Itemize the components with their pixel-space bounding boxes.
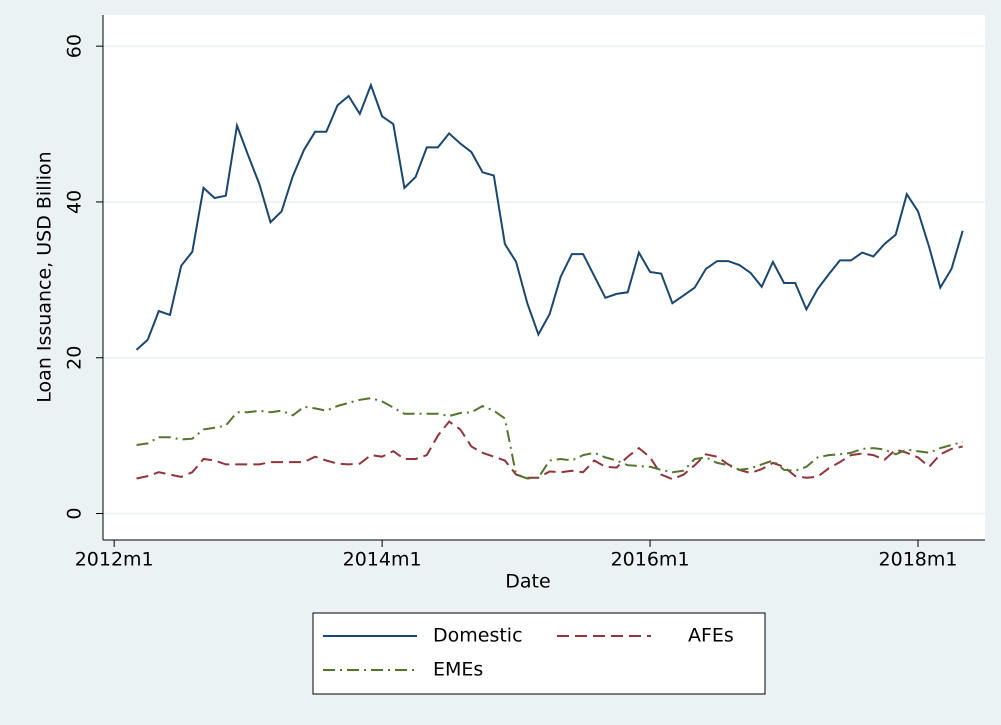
- y-tick-label: 20: [64, 346, 86, 370]
- y-tick-label: 0: [64, 507, 86, 519]
- series-line: [136, 420, 963, 481]
- plot-area: [103, 15, 985, 540]
- x-tick-label: 2012m1: [75, 549, 154, 571]
- legend-label: AFEs: [688, 625, 734, 647]
- y-tick-label: 60: [64, 34, 86, 58]
- x-tick-label: 2018m1: [879, 549, 958, 571]
- x-tick-label: 2016m1: [611, 549, 690, 571]
- legend-label: Domestic: [433, 625, 523, 647]
- legend-label: EMEs: [433, 659, 483, 681]
- y-tick-label: 40: [64, 190, 86, 214]
- series-line: [135, 82, 964, 351]
- legend: [312, 612, 766, 695]
- series-line: [136, 397, 963, 480]
- y-axis-label: Loan Issuance, USD Billion: [34, 151, 56, 402]
- x-axis-label: Date: [505, 571, 550, 593]
- x-tick-label: 2014m1: [343, 549, 422, 571]
